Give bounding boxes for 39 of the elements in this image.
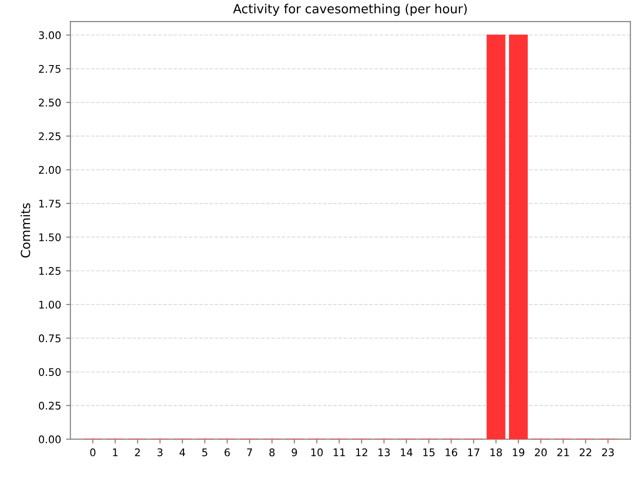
x-tick-label: 11 [334, 448, 345, 456]
x-tick-label: 21 [557, 448, 569, 456]
y-tick-label: 2.50 [38, 98, 61, 107]
y-tick-label: 1.25 [39, 267, 60, 275]
x-tick-label: 16 [446, 448, 458, 456]
y-tick-label: 2.00 [38, 166, 61, 174]
x-tick-label: 13 [378, 448, 390, 456]
x-tick-label: 3 [157, 448, 162, 456]
y-tick-label: 1.00 [39, 300, 61, 309]
y-axis-title: Commits [20, 203, 30, 258]
x-tick-label: 17 [468, 448, 480, 456]
x-tick-label: 1 [113, 448, 118, 456]
chart-title: Activity for cavesomething (per hour) [233, 4, 467, 16]
y-tick-label: 1.75 [39, 200, 60, 208]
x-tick-label: 15 [423, 448, 435, 456]
x-tick-label: 8 [269, 448, 275, 456]
y-tick-label: 0.75 [38, 334, 60, 342]
y-tick-label: 2.25 [38, 132, 60, 140]
y-tick-label: 2.75 [38, 64, 60, 73]
y-tick-label: 0.00 [38, 435, 61, 444]
x-tick-label: 10 [311, 448, 323, 456]
x-tick-label: 7 [247, 448, 252, 456]
x-tick-label: 19 [512, 448, 524, 456]
x-tick-label: 22 [580, 448, 592, 456]
x-tick-label: 5 [202, 448, 208, 456]
x-tick-label: 23 [602, 448, 614, 456]
y-tick-label: 3.00 [38, 31, 61, 40]
x-tick-label: 0 [90, 448, 96, 456]
x-tick-label: 14 [400, 448, 412, 456]
y-tick-label: 0.50 [38, 368, 61, 376]
x-tick-label: 9 [292, 448, 297, 456]
x-tick-label: 6 [224, 448, 230, 456]
y-tick-label: 0.25 [38, 402, 60, 410]
x-tick-label: 20 [534, 448, 547, 456]
x-tick-label: 2 [135, 448, 140, 456]
y-tick-label: 1.50 [39, 233, 61, 242]
x-tick-label: 18 [490, 448, 502, 456]
x-tick-label: 4 [180, 448, 186, 456]
x-tick-label: 12 [356, 448, 368, 456]
